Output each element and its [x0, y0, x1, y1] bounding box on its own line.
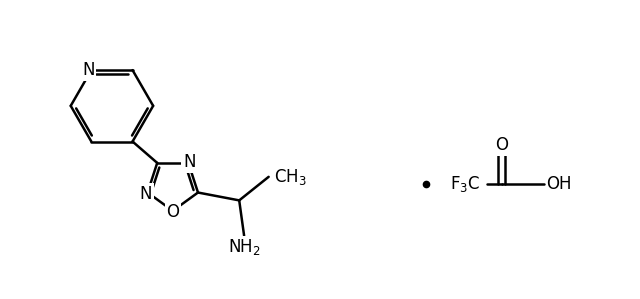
Text: O: O [166, 203, 179, 221]
Text: NH$_2$: NH$_2$ [228, 237, 260, 257]
Text: N: N [82, 61, 95, 79]
Text: CH$_3$: CH$_3$ [274, 167, 307, 187]
Text: O: O [495, 136, 508, 154]
Text: N: N [140, 184, 152, 202]
Text: F$_3$C: F$_3$C [449, 174, 480, 194]
Text: N: N [183, 153, 196, 171]
Text: OH: OH [546, 175, 572, 193]
